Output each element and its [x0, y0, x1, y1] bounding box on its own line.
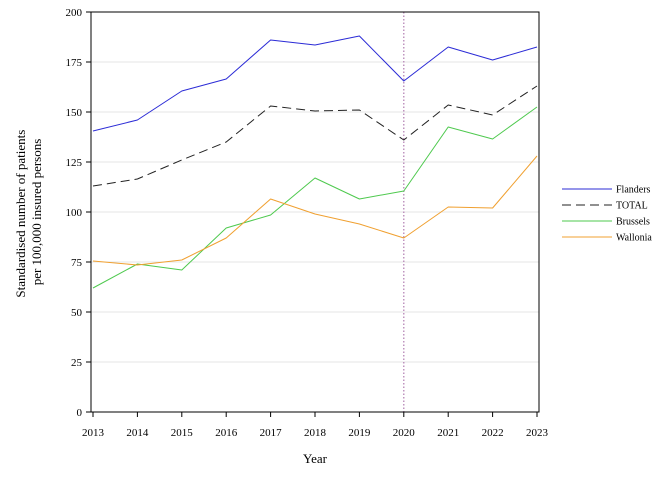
series-line-brussels	[92, 106, 538, 289]
x-tick-label: 2018	[304, 427, 327, 439]
series-layer	[92, 35, 538, 289]
x-tick-label: 2023	[526, 427, 549, 439]
y-axis: 0 25 50 75 100 125 150 175 200	[66, 7, 91, 419]
y-tick-label: 75	[71, 257, 83, 269]
legend-label-brussels: Brussels	[616, 217, 650, 228]
x-tick-label: 2016	[215, 427, 238, 439]
series-line-total	[92, 85, 538, 187]
x-tick-label: 2020	[393, 427, 416, 439]
legend-label-total: TOTAL	[616, 201, 648, 212]
y-tick-label: 200	[66, 7, 83, 19]
legend-label-wallonia: Wallonia	[616, 233, 652, 244]
series-line-flanders	[92, 35, 538, 132]
y-tick-label: 175	[66, 57, 83, 69]
x-tick-label: 2013	[82, 427, 105, 439]
y-axis-title-line-1: Standardised number of patients	[13, 130, 28, 298]
x-axis-title: Year	[303, 451, 328, 466]
x-tick-label: 2014	[126, 427, 149, 439]
y-tick-label: 25	[71, 357, 83, 369]
legend-label-flanders: Flanders	[616, 185, 651, 196]
x-tick-label: 2022	[482, 427, 504, 439]
x-tick-label: 2019	[348, 427, 371, 439]
x-axis: 2013 2014 2015 2016 2017 2018 2019 2020 2021 2022…	[82, 412, 549, 439]
y-axis-title: Standardised number of patients per 100,…	[13, 126, 44, 297]
series-line-wallonia	[92, 155, 538, 266]
legend: Flanders TOTAL Brussels Wallonia	[562, 185, 652, 244]
y-axis-title-line-2: per 100,000 insured persons	[29, 139, 44, 286]
y-tick-label: 125	[66, 157, 83, 169]
x-tick-label: 2017	[260, 427, 283, 439]
y-tick-label: 50	[71, 307, 83, 319]
y-tick-label: 0	[77, 407, 83, 419]
x-tick-label: 2021	[437, 427, 459, 439]
x-tick-label: 2015	[171, 427, 194, 439]
y-tick-label: 100	[66, 207, 83, 219]
y-tick-label: 150	[66, 107, 83, 119]
